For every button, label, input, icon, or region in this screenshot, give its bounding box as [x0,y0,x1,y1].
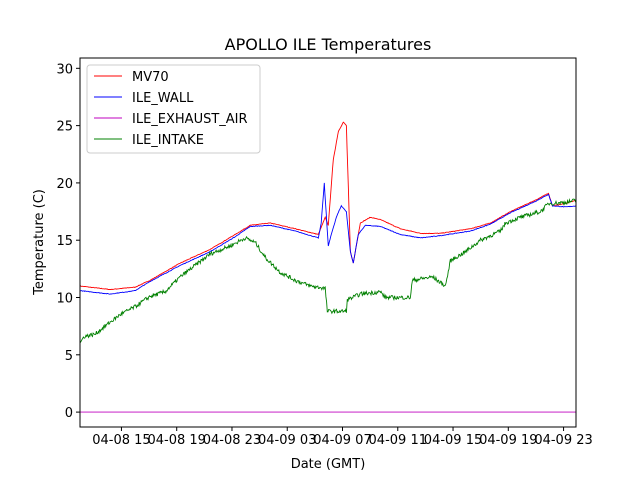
x-tick-label: 04-09 15 [424,433,482,448]
x-axis-label: Date (GMT) [291,457,366,472]
x-tick-label: 04-08 23 [203,433,261,448]
y-tick-label: 5 [65,349,73,364]
x-tick-label: 04-09 07 [313,433,371,448]
y-tick-label: 30 [56,62,73,77]
legend: MV70 ILE_WALL ILE_EXHAUST_AIR ILE_INTAKE [86,64,261,154]
series-line-mv70 [80,121,576,290]
x-tick-label: 04-08 19 [147,433,205,448]
series-line-ile-intake [80,198,576,344]
chart-title: APOLLO ILE Temperatures [225,35,432,54]
y-tick-label: 20 [56,177,73,192]
legend-box [86,64,261,154]
y-tick-label: 25 [56,120,73,135]
x-tick-label: 04-08 15 [92,433,150,448]
x-tick-label: 04-09 03 [258,433,316,448]
x-tick-label: 04-09 19 [479,433,537,448]
legend-label: ILE_EXHAUST_AIR [132,112,248,127]
x-tick-label: 04-09 11 [369,433,427,448]
y-tick-label: 0 [65,406,73,421]
plot-frame [79,57,577,428]
legend-label: ILE_INTAKE [132,133,204,148]
series-line-ile-wall [80,182,576,295]
legend-label: ILE_WALL [132,91,194,106]
y-tick-label: 15 [56,234,73,249]
series-layer [80,121,576,413]
y-tick-label: 10 [56,292,73,307]
y-axis-label: Temperature (C) [32,189,47,296]
legend-label: MV70 [132,70,169,85]
x-tick-label: 04-09 23 [534,433,592,448]
